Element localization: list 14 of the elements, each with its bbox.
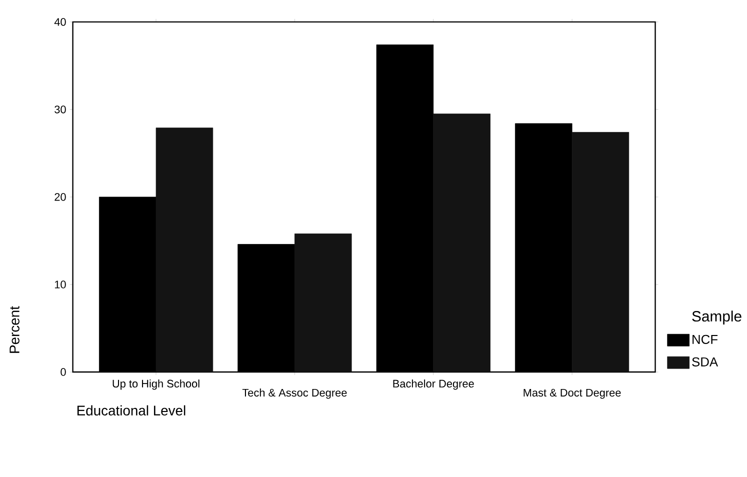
y-tick-label: 30 bbox=[54, 106, 66, 114]
legend-label: NCF bbox=[692, 334, 718, 344]
x-tick-label: Tech & Assoc Degree bbox=[242, 388, 347, 399]
y-tick-label: 10 bbox=[54, 280, 66, 288]
x-tick-label: Bachelor Degree bbox=[393, 380, 474, 390]
y-tick-label: 0 bbox=[60, 368, 66, 376]
x-axis-title: Educational Level bbox=[77, 405, 186, 416]
x-tick-label: Mast & Doct Degree bbox=[524, 389, 621, 399]
y-tick-label: 40 bbox=[54, 18, 66, 26]
y-tick-label: 20 bbox=[54, 193, 66, 201]
x-tick-label: Up to High School bbox=[112, 380, 200, 390]
legend-title: Sample bbox=[692, 310, 742, 325]
legend-label: SDA bbox=[692, 357, 718, 367]
y-axis-title: Percent bbox=[10, 306, 20, 353]
